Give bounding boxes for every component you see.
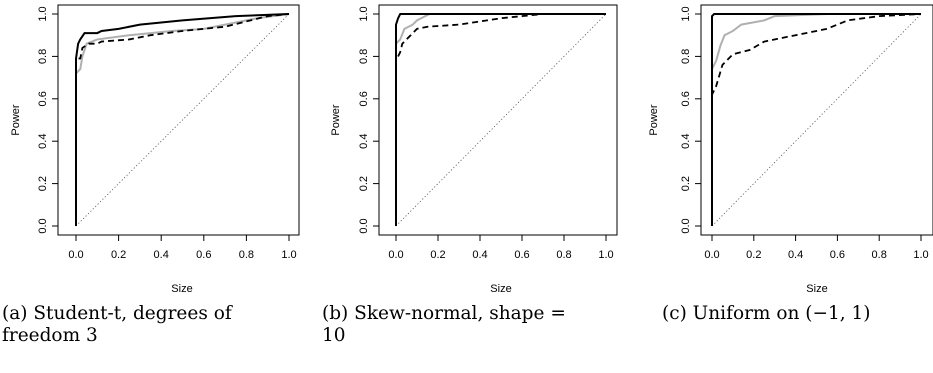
- caption-b: (b) Skew-normal, shape = 10: [322, 303, 566, 347]
- plot-a: 0.0 0.2 0.4 0.6 0.8 1.0 0.0 0.2 0.4 0.6 0.8 1.0 Size…: [10, 4, 300, 295]
- x-tick-label-c-5: 1.0: [913, 249, 928, 261]
- x-tick-label-b-1: 0.2: [430, 249, 445, 261]
- y-tick-label-a-2: 0.4: [37, 134, 49, 149]
- caption-c-line-1: (c) Uniform on (−1, 1): [662, 303, 871, 324]
- x-tick-label-c-3: 0.6: [830, 249, 845, 261]
- y-tick-label-c-5: 1.0: [680, 6, 692, 21]
- plot-frame-b: [378, 4, 618, 236]
- x-tick-label-a-5: 1.0: [281, 249, 296, 261]
- series-solid-black-b: [395, 13, 606, 226]
- series-dashed-black-b: [395, 13, 606, 226]
- y-tick-label-b-4: 0.8: [358, 49, 370, 64]
- y-axis-label-a: Power: [10, 104, 22, 136]
- x-tick-label-a-2: 0.4: [154, 249, 169, 261]
- y-tick-label-b-5: 1.0: [358, 6, 370, 21]
- series-solid-gray-c: [711, 13, 921, 226]
- y-tick-label-a-4: 0.8: [37, 49, 49, 64]
- y-tick-label-a-1: 0.2: [37, 176, 49, 191]
- x-tick-label-a-4: 0.8: [239, 249, 254, 261]
- y-tick-label-c-2: 0.4: [680, 134, 692, 149]
- x-tick-label-a-3: 0.6: [196, 249, 211, 261]
- series-dashed-black-c: [711, 13, 922, 226]
- caption-a: (a) Student-t, degrees of freedom 3: [2, 303, 232, 347]
- x-tick-label-a-0: 0.0: [68, 249, 83, 261]
- plot-c: 0.0 0.2 0.4 0.6 0.8 1.0 0.0 0.2 0.4 0.6 0.8 1.0 Size…: [648, 4, 933, 295]
- x-axis-label-c: Size: [806, 283, 827, 295]
- series-dotted-diagonal-b: [395, 13, 607, 227]
- x-tick-label-b-0: 0.0: [388, 249, 403, 261]
- y-tick-label-b-2: 0.4: [358, 134, 370, 149]
- y-axis-label-b: Power: [330, 104, 342, 136]
- figure: 0.0 0.2 0.4 0.6 0.8 1.0 0.0 0.2 0.4 0.6 0.8 1.0 Size…: [10, 4, 933, 295]
- x-tick-label-a-1: 0.2: [111, 249, 126, 261]
- series-solid-black-c: [711, 13, 921, 226]
- y-tick-label-c-1: 0.2: [680, 176, 692, 191]
- x-tick-label-c-0: 0.0: [704, 249, 719, 261]
- y-tick-label-c-0: 0.0: [680, 218, 692, 233]
- plot-frame-c: [700, 4, 933, 236]
- y-tick-label-a-3: 0.6: [37, 91, 49, 106]
- x-tick-label-c-2: 0.4: [788, 249, 803, 261]
- x-tick-label-c-4: 0.8: [872, 249, 887, 261]
- y-tick-label-c-3: 0.6: [680, 91, 692, 106]
- caption-a-line-1: (a) Student-t, degrees of: [2, 303, 232, 324]
- y-axis-label-c: Power: [648, 104, 660, 136]
- x-tick-label-b-4: 0.8: [556, 249, 571, 261]
- series-solid-black-a: [75, 13, 290, 226]
- caption-b-line-1: (b) Skew-normal, shape =: [322, 303, 566, 324]
- x-tick-label-c-1: 0.2: [746, 249, 761, 261]
- caption-b-line-2: 10: [322, 325, 346, 346]
- caption-c: (c) Uniform on (−1, 1): [662, 303, 871, 325]
- series-solid-gray-a: [75, 13, 290, 226]
- y-tick-label-a-0: 0.0: [37, 218, 49, 233]
- x-tick-label-b-2: 0.4: [472, 249, 487, 261]
- x-axis-label-b: Size: [490, 283, 511, 295]
- series-dotted-diagonal-a: [75, 13, 290, 227]
- y-tick-label-c-4: 0.8: [680, 49, 692, 64]
- series-dotted-diagonal-c: [711, 13, 922, 227]
- y-tick-label-b-0: 0.0: [358, 218, 370, 233]
- x-tick-label-b-5: 1.0: [598, 249, 613, 261]
- caption-a-line-2: freedom 3: [2, 325, 98, 346]
- x-axis-label-a: Size: [171, 283, 192, 295]
- x-tick-label-b-3: 0.6: [514, 249, 529, 261]
- plot-frame-a: [57, 4, 300, 236]
- y-tick-label-a-5: 1.0: [37, 6, 49, 21]
- y-tick-label-b-1: 0.2: [358, 176, 370, 191]
- y-tick-label-b-3: 0.6: [358, 91, 370, 106]
- series-dashed-black-a: [75, 13, 290, 226]
- plot-b: 0.0 0.2 0.4 0.6 0.8 1.0 0.0 0.2 0.4 0.6 0.8 1.0 Size…: [330, 4, 618, 295]
